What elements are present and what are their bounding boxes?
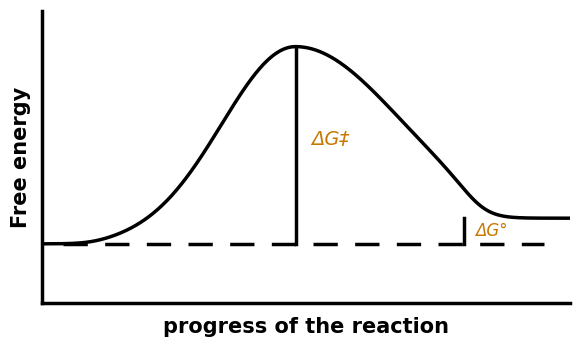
Text: ΔG°: ΔG° <box>475 222 508 240</box>
Y-axis label: Free energy: Free energy <box>11 86 31 228</box>
Text: ΔG‡: ΔG‡ <box>311 130 350 149</box>
X-axis label: progress of the reaction: progress of the reaction <box>163 317 449 337</box>
